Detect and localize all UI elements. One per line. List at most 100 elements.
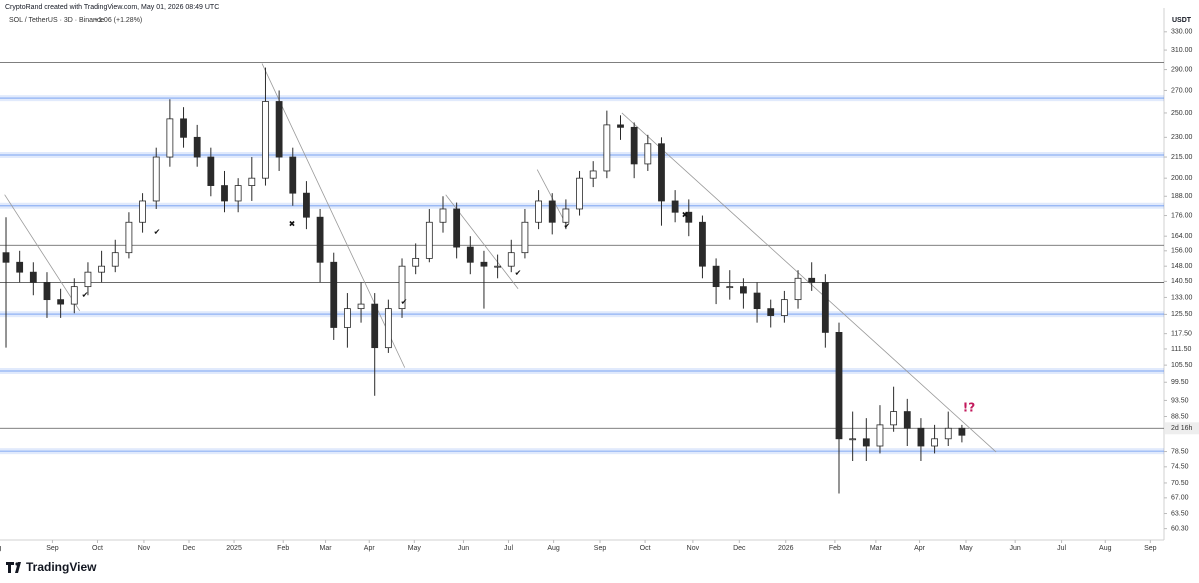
candle-body (384, 308, 392, 349)
candle-body (835, 332, 843, 440)
x-tick-label: Apr (914, 545, 926, 552)
candle-body (466, 246, 474, 263)
candle-body (111, 252, 119, 267)
y-tick-label: 125.50 (1171, 311, 1193, 318)
candle-body (671, 200, 679, 213)
x-tick-label: Jun (458, 545, 469, 552)
x-tick-label: Mar (870, 545, 883, 552)
y-tick-label: 200.00 (1171, 175, 1193, 182)
x-tick-label: Sep (46, 545, 59, 552)
candle-body (330, 261, 338, 328)
candle-body (152, 156, 160, 202)
candle-body (780, 299, 788, 316)
candle-body (16, 261, 24, 273)
candle-body (494, 265, 502, 268)
candle-body (2, 252, 10, 263)
marker: ✔ (82, 291, 89, 300)
x-tick-label: Apr (364, 545, 376, 552)
x-tick-label: Oct (640, 545, 651, 552)
candle-body (712, 265, 720, 288)
candle-body (57, 299, 65, 305)
candle-body (821, 282, 829, 333)
candle-body (357, 303, 365, 310)
candle-body (931, 438, 938, 447)
candle-body (125, 221, 133, 254)
x-tick-label: Jul (1057, 545, 1066, 552)
candle-body (453, 208, 461, 248)
candle-body (958, 427, 966, 436)
countdown: 2d 16h (1171, 425, 1193, 432)
x-tick-label: Aug (0, 545, 1, 552)
x-tick-label: Aug (1099, 545, 1112, 552)
candle-body (862, 438, 870, 447)
y-tick-label: 93.50 (1171, 397, 1189, 404)
candle-body (98, 265, 105, 273)
candle-body (890, 411, 898, 426)
y-tick-label: 270.00 (1171, 87, 1193, 94)
x-tick-label: 2025 (226, 545, 242, 552)
candle-body (193, 136, 201, 158)
trendline (4, 194, 81, 312)
candle-body (753, 292, 761, 310)
candle-body (275, 101, 283, 158)
candle-body (548, 200, 556, 223)
candle-body (576, 177, 583, 210)
candle-body (289, 156, 297, 194)
y-tick-label: 105.50 (1171, 362, 1193, 369)
marker: ✔ (401, 298, 408, 307)
x-tick-label: Aug (547, 545, 560, 552)
candle-body (685, 211, 693, 223)
candle-body (644, 143, 652, 165)
candle-body (849, 438, 857, 441)
y-tick-label: 74.50 (1171, 464, 1189, 471)
plot-area: ✔ ✔ ✔ ✔ ✔ ✖ ✖!? (0, 62, 1164, 494)
y-tick-label: 67.00 (1171, 495, 1189, 502)
y-tick-label: 133.00 (1171, 294, 1193, 301)
x-tick-label: Oct (92, 545, 103, 552)
candle-body (521, 221, 529, 254)
candle-body (917, 427, 925, 447)
x-tick-label: Feb (829, 545, 841, 552)
x-tick-label: May (408, 545, 422, 552)
y-tick-label: 164.00 (1171, 233, 1193, 240)
candle-body (603, 124, 611, 172)
candle-body (221, 185, 228, 202)
candle-body (166, 118, 174, 158)
candle-body (70, 286, 78, 305)
y-tick-label: 290.00 (1171, 66, 1193, 73)
candle-body (398, 265, 406, 310)
candle-body (699, 221, 706, 267)
candle-body (630, 126, 638, 165)
candle-body (439, 208, 447, 223)
symbol: SOL / TetherUS · 3D · Binance (9, 17, 104, 24)
y-tick-label: 63.50 (1171, 510, 1189, 517)
y-tick-label: 111.50 (1171, 346, 1191, 353)
y-tick-label: 250.00 (1171, 110, 1193, 117)
candle-body (589, 170, 597, 179)
candle-body (944, 427, 952, 440)
candle-body (180, 118, 187, 138)
candle-body (316, 216, 324, 263)
marker: ✔ (564, 222, 571, 231)
candle-body (903, 411, 911, 429)
trendline (536, 169, 567, 225)
candle-body (84, 271, 92, 288)
marker: !? (963, 401, 975, 415)
x-tick-label: May (959, 545, 973, 552)
marker: ✖ (289, 220, 296, 229)
brand-name: TradingView (26, 560, 97, 574)
trendline (261, 63, 406, 368)
x-tick-label: Jul (504, 545, 513, 552)
candle-body (262, 101, 269, 179)
candle-body (248, 177, 256, 186)
marker: ✔ (154, 228, 161, 237)
marker: ✖ (682, 211, 689, 220)
candle-body (412, 257, 420, 267)
credit: CryptoRand created with TradingView.com,… (5, 4, 219, 11)
candle-body (425, 221, 433, 259)
x-tick-label: Mar (320, 545, 333, 552)
candle-body (207, 156, 215, 186)
candle-body (740, 286, 747, 294)
candle-body (535, 200, 542, 223)
